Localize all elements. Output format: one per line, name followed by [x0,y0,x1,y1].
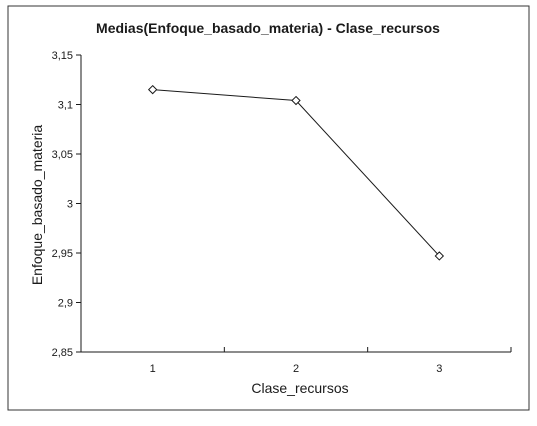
y-axis-label: Enfoque_basado_materia [29,125,45,286]
x-tick-label: 1 [150,363,156,375]
y-tick-label: 3,05 [52,149,73,161]
chart-title: Medias(Enfoque_basado_materia) - Clase_r… [96,20,440,36]
y-tick-label: 3 [67,199,73,211]
y-tick-label: 3,15 [52,50,73,62]
x-tick-label: 3 [436,363,442,375]
y-tick-label: 3,1 [58,100,73,112]
x-axis-label: Clase_recursos [251,380,348,396]
chart-frame [7,5,530,411]
x-tick-label: 2 [293,363,299,375]
data-point-marker [147,84,158,95]
y-tick-label: 2,85 [52,347,73,359]
data-point-marker [291,95,301,106]
y-tick-label: 2,95 [52,248,73,260]
y-tick-label: 2,9 [58,298,73,310]
x-ticks: 1 2 3 [80,347,512,375]
y-ticks: 3,15 3,1 3,05 3 2,95 2,9 2,85 [52,50,81,359]
markers [147,84,445,261]
data-point-marker [434,251,445,261]
